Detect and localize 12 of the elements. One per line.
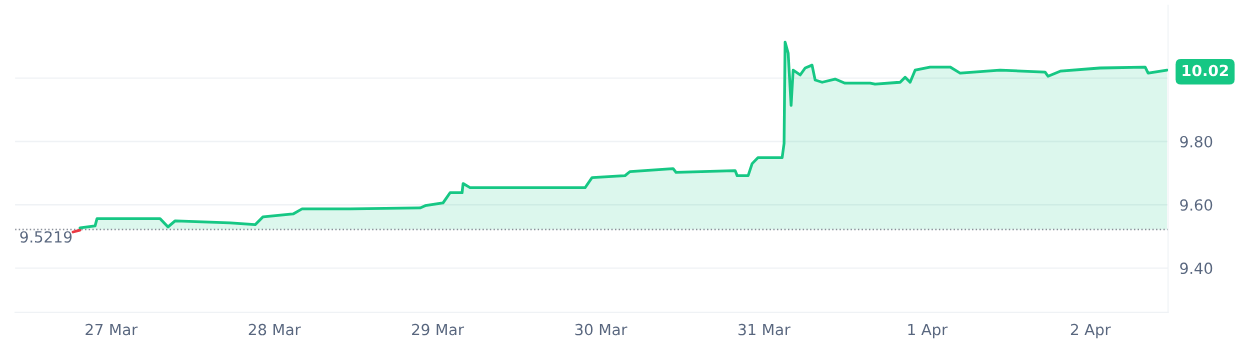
ref-line-label: 9.5219 bbox=[20, 231, 72, 243]
x-tick-label: 27 Mar bbox=[85, 323, 138, 336]
x-tick-label: 29 Mar bbox=[412, 323, 465, 336]
x-tick-label: 30 Mar bbox=[575, 323, 628, 336]
annotation: 10.02 bbox=[1182, 64, 1228, 77]
y-tick-label: 9.40 bbox=[1180, 262, 1213, 275]
x-tick-label: 1 Apr bbox=[908, 323, 948, 339]
x-tick-label: 31 Mar bbox=[738, 323, 791, 336]
y-tick-label: 9.80 bbox=[1180, 135, 1213, 148]
y-tick-label: 9.60 bbox=[1180, 199, 1213, 211]
x-tick-label: 28 Mar bbox=[248, 323, 301, 336]
x-tick-label: 2 Apr bbox=[1070, 323, 1111, 339]
